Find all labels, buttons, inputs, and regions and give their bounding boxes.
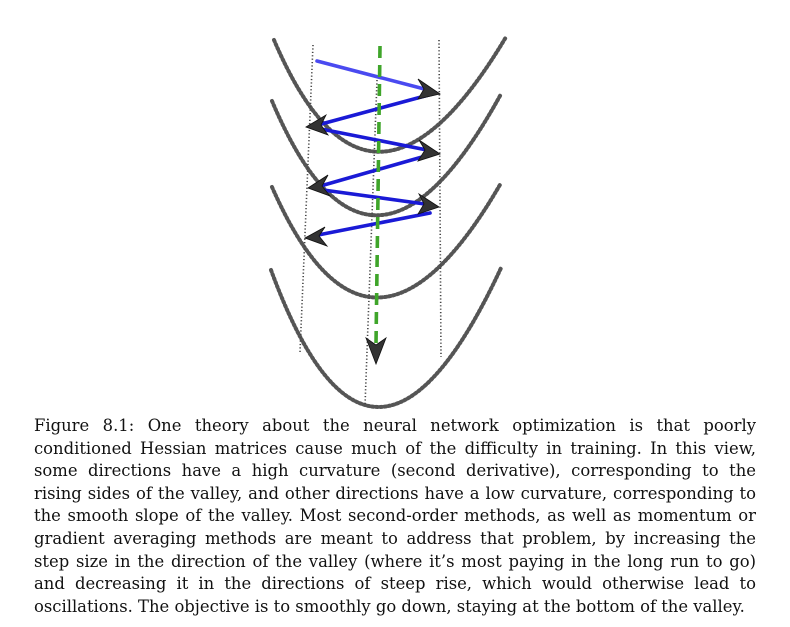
arrowhead-left-1 <box>305 113 330 136</box>
arrowhead-left-3 <box>304 226 329 247</box>
caption-text: One theory about the neural network opti… <box>34 416 756 616</box>
guide-line-right <box>438 39 442 358</box>
caption-label: Figure 8.1: <box>34 416 135 435</box>
valley-diagram <box>269 35 508 409</box>
arrowhead-right-3 <box>417 192 440 215</box>
valley-contour-1 <box>272 35 508 154</box>
arrowhead-right-2 <box>417 139 441 162</box>
zigzag-step-5 <box>314 187 434 207</box>
zigzag-step-1 <box>315 59 434 93</box>
valley-contour-4 <box>269 266 503 409</box>
descent-direction-line <box>374 45 382 345</box>
zigzag-step-2 <box>312 91 438 128</box>
valley-contour-2 <box>270 92 503 218</box>
zigzag-step-6 <box>311 211 432 238</box>
zigzag-step-4 <box>315 151 438 189</box>
figure-caption: Figure 8.1: One theory about the neural … <box>34 415 756 618</box>
zigzag-step-3 <box>314 126 434 153</box>
arrowhead-right-1 <box>417 78 441 100</box>
arrowhead-left-2 <box>307 174 332 197</box>
descent-arrowhead <box>365 336 387 366</box>
guide-line-left <box>299 44 314 353</box>
